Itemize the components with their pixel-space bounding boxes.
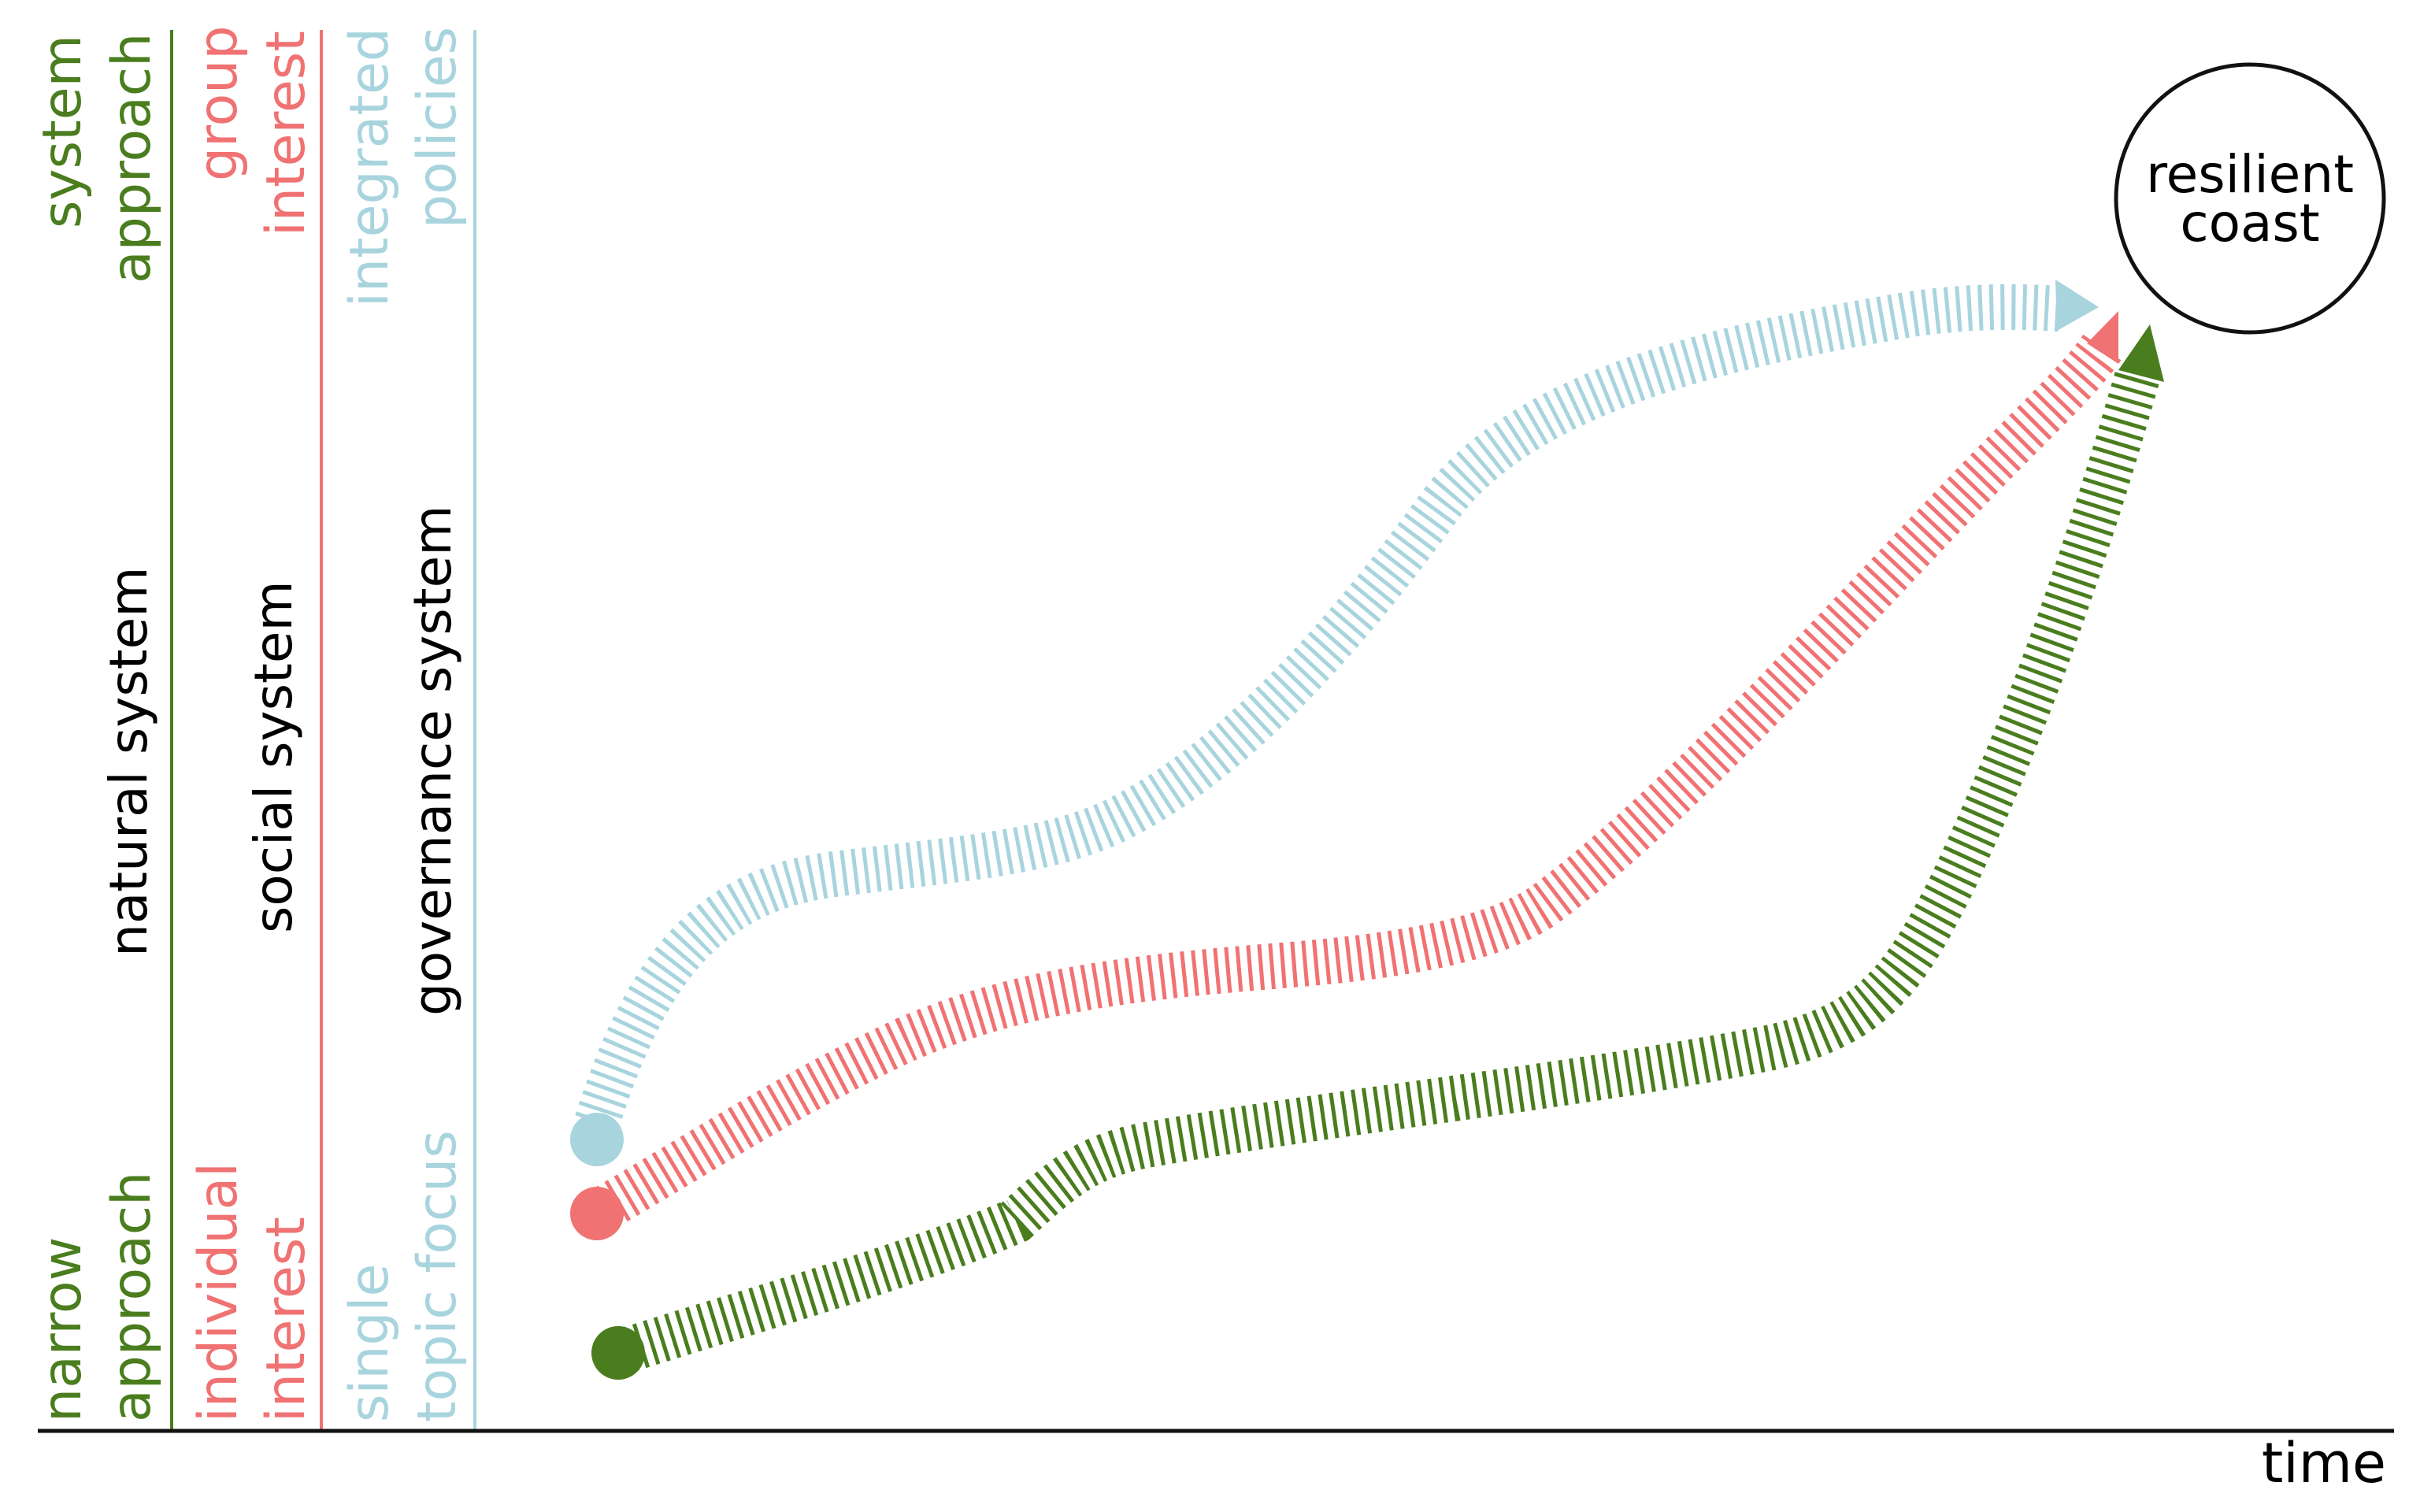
governance-start-dot xyxy=(570,1113,624,1166)
goal-label-line-1: resilient xyxy=(2146,144,2354,205)
social-pathway-hatch xyxy=(585,333,2122,1233)
governance-system-label: governance system xyxy=(402,506,463,1017)
social-start-dot xyxy=(570,1187,624,1240)
social-bottom-label-1: individual xyxy=(187,1162,250,1422)
social-arrowhead xyxy=(2087,311,2118,364)
governance-pathway xyxy=(570,280,2099,1166)
natural-bottom-label-2: approach xyxy=(101,1172,163,1422)
natural-system-label: natural system xyxy=(98,567,159,957)
social-top-label-1: group xyxy=(187,26,250,182)
natural-start-dot xyxy=(591,1326,645,1380)
social-pathway xyxy=(570,311,2122,1240)
governance-top-label-1: integrated xyxy=(339,28,401,307)
natural-pathway xyxy=(591,324,2164,1380)
governance-top-label-2: policies xyxy=(406,27,469,228)
resilient-coast-goal: resilient coast xyxy=(2114,62,2386,335)
social-system-scale: group interest individual interest socia… xyxy=(187,26,323,1429)
natural-bottom-label-1: narrow xyxy=(32,1237,94,1422)
goal-label-line-2: coast xyxy=(2180,193,2319,254)
social-bottom-label-2: interest xyxy=(255,1217,317,1422)
natural-arrowhead xyxy=(2118,324,2164,382)
social-system-label: social system xyxy=(243,580,304,933)
social-top-label-2: interest xyxy=(255,31,317,236)
governance-system-scale: integrated policies single topic focus g… xyxy=(339,27,476,1429)
goal-circle xyxy=(2114,62,2386,335)
natural-system-scale: system approach narrow approach natural … xyxy=(32,30,173,1429)
natural-top-label-2: approach xyxy=(101,33,163,284)
time-axis-label: time xyxy=(2262,1431,2386,1495)
governance-bottom-label-2: topic focus xyxy=(406,1130,469,1422)
natural-pathway-hatch xyxy=(611,368,2160,1375)
governance-arrowhead xyxy=(2055,280,2099,331)
natural-top-label-1: system xyxy=(32,35,94,228)
governance-bottom-label-1: single xyxy=(339,1264,401,1422)
